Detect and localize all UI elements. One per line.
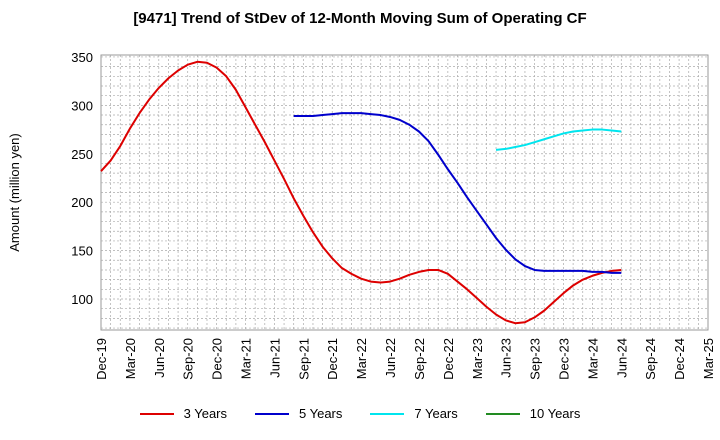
series-line-5-years: [293, 112, 622, 274]
x-tick-label: Dec-23: [556, 338, 571, 380]
legend-swatch: [485, 412, 520, 415]
y-tick-label: 200: [71, 195, 93, 210]
x-tick-label: Mar-22: [354, 338, 369, 379]
x-tick-label: Jun-22: [383, 338, 398, 378]
legend-swatch: [255, 412, 289, 415]
x-tick-label: Sep-23: [528, 338, 543, 380]
y-tick-label: 100: [71, 292, 93, 307]
x-tick-label: Sep-22: [412, 338, 427, 380]
x-tick-label: Dec-24: [672, 338, 687, 380]
x-tick-label: Dec-22: [441, 338, 456, 380]
y-tick-label: 250: [71, 147, 93, 162]
x-tick-label: Jun-23: [499, 338, 514, 378]
x-tick-label: Jun-24: [614, 338, 629, 378]
x-tick-label: Dec-20: [210, 338, 225, 380]
legend-label: 3 Years: [183, 406, 227, 421]
x-tick-label: Jun-20: [152, 338, 167, 378]
x-tick-label: Mar-24: [585, 338, 600, 379]
x-tick-label: Jun-21: [267, 338, 282, 378]
legend-item-7-years: 7 Years: [370, 406, 458, 421]
x-tick-label: Sep-21: [296, 338, 311, 380]
x-tick-label: Mar-20: [123, 338, 138, 379]
y-tick-label: 150: [71, 244, 93, 259]
chart-title: [9471] Trend of StDev of 12-Month Moving…: [133, 10, 587, 27]
legend-item-10-years: 10 Years: [485, 406, 581, 421]
legend-label: 5 Years: [299, 406, 343, 421]
legend-label: 10 Years: [529, 406, 581, 421]
x-tick-label: Mar-23: [470, 338, 485, 379]
x-tick-label: Sep-24: [643, 338, 658, 380]
series-line-7-years: [495, 128, 622, 151]
series-line-3-years: [100, 60, 622, 325]
x-tick-label: Mar-25: [701, 338, 716, 379]
y-axis-label: Amount (million yen): [7, 133, 22, 252]
y-tick-label: 300: [71, 98, 93, 113]
x-tick-label: Mar-21: [239, 338, 254, 379]
y-tick-label: 350: [71, 50, 93, 65]
x-tick-label: Dec-19: [94, 338, 109, 380]
plot-area: [100, 54, 709, 331]
legend-swatch: [139, 412, 174, 415]
chart-legend: 3 Years 5 Years 7 Years 10 Years: [0, 406, 720, 421]
legend-item-5-years: 5 Years: [255, 406, 342, 421]
legend-item-3-years: 3 Years: [139, 406, 227, 421]
legend-swatch: [370, 412, 405, 415]
legend-label: 7 Years: [414, 406, 458, 421]
x-tick-label: Sep-20: [181, 338, 196, 380]
x-tick-label: Dec-21: [325, 338, 340, 380]
